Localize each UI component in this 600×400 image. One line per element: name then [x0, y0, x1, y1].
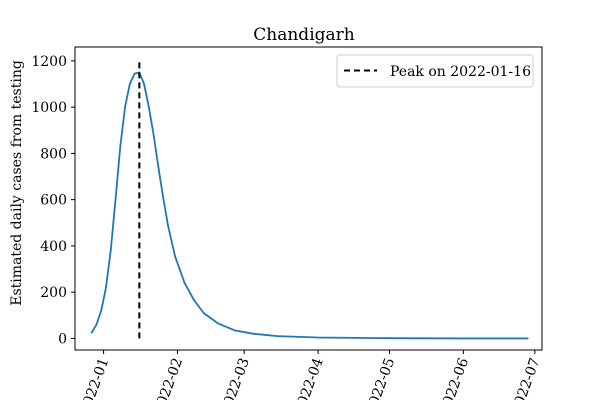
- x-tick-label: 2022-07: [509, 356, 544, 400]
- data-point: [252, 332, 255, 335]
- data-point: [90, 331, 93, 334]
- chart-title: Chandigarh: [253, 25, 355, 45]
- data-point: [143, 83, 146, 85]
- y-tick-label: 200: [40, 285, 67, 301]
- y-tick-label: 1200: [31, 54, 67, 70]
- y-axis-label: Estimated daily cases from testing: [9, 60, 25, 306]
- y-tick-label: 1000: [31, 100, 67, 116]
- y-tick-label: 0: [58, 331, 67, 347]
- x-tick-label: 2022-06: [437, 356, 472, 400]
- data-point: [526, 337, 529, 340]
- data-point: [100, 309, 103, 312]
- data-point: [174, 255, 176, 258]
- data-point: [462, 337, 465, 340]
- legend-peak-label: Peak on 2022-01-16: [390, 64, 531, 80]
- data-point: [233, 329, 236, 332]
- data-point: [105, 286, 107, 289]
- y-tick-label: 600: [40, 193, 67, 209]
- data-point: [317, 336, 319, 339]
- data-point: [162, 196, 165, 199]
- x-axis: 2022-01 2022-02 2022-03 2022-04 2022-05 2022-…: [77, 350, 544, 400]
- y-tick-label: 400: [40, 239, 67, 255]
- y-axis: 0 200 400 600 800 1000 1200: [31, 54, 75, 347]
- y-tick-label: 800: [40, 146, 67, 162]
- data-point: [276, 335, 279, 338]
- data-point: [217, 322, 219, 325]
- data-point: [133, 72, 136, 75]
- x-tick-label: 2022-03: [218, 356, 253, 400]
- plot-area: [90, 60, 529, 340]
- data-point: [114, 198, 117, 201]
- x-tick-label: 2022-02: [151, 356, 186, 400]
- legend-box: [336, 54, 534, 88]
- data-point: [124, 106, 126, 109]
- data-point: [193, 299, 196, 302]
- data-point: [167, 224, 169, 227]
- x-tick-label: 2022-01: [77, 356, 112, 400]
- data-point: [183, 282, 186, 284]
- axes-frame: [74, 46, 543, 351]
- data-point: [119, 145, 122, 148]
- legend: Peak on 2022-01-16: [336, 54, 534, 88]
- data-point: [95, 323, 98, 326]
- data-point: [202, 312, 205, 314]
- x-tick-label: 2022-05: [363, 356, 398, 400]
- x-tick-label: 2022-04: [292, 356, 327, 400]
- series-line: [90, 71, 528, 340]
- data-point: [152, 133, 155, 136]
- data-point: [128, 83, 131, 85]
- data-point: [109, 249, 112, 252]
- data-point: [157, 166, 160, 169]
- data-point: [388, 337, 391, 340]
- data-point: [147, 106, 150, 109]
